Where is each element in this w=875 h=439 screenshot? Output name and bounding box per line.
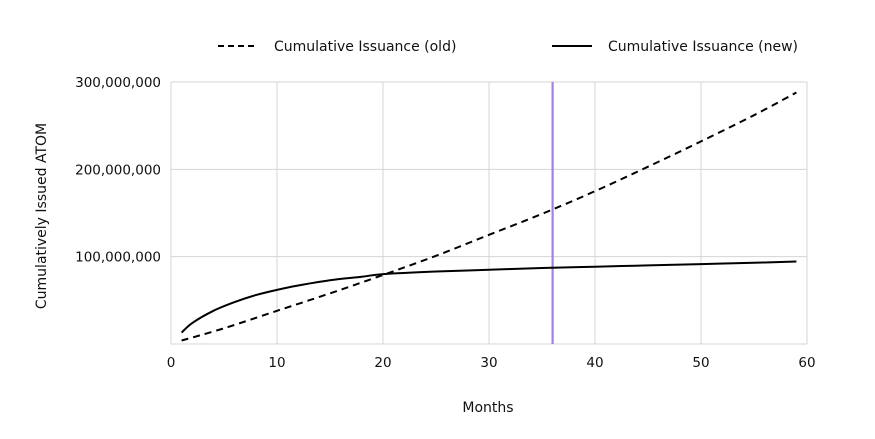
x-tick-label: 0 [167, 355, 176, 371]
series-line-new [180, 260, 797, 334]
tick-labels: 0 10 20 30 40 50 60 100,000,000 200,000,000 300,0… [75, 75, 815, 371]
series-lines [180, 91, 797, 342]
legend: Cumulative Issuance (old) Cumulative Issu… [218, 39, 798, 55]
x-axis-title: Months [462, 400, 513, 416]
x-tick-label: 40 [586, 355, 603, 371]
y-axis-title: Cumulatively Issued ATOM [34, 123, 50, 309]
y-tick-label: 100,000,000 [75, 250, 161, 266]
gridlines [170, 81, 808, 345]
x-tick-label: 20 [374, 355, 391, 371]
legend-label: Cumulative Issuance (old) [274, 39, 456, 55]
legend-label: Cumulative Issuance (new) [608, 39, 798, 55]
x-tick-label: 30 [480, 355, 497, 371]
y-tick-label: 300,000,000 [75, 75, 161, 91]
x-tick-label: 50 [692, 355, 709, 371]
y-tick-label: 200,000,000 [75, 162, 161, 178]
x-tick-label: 60 [798, 355, 815, 371]
series-line-old [181, 91, 797, 342]
x-tick-label: 10 [268, 355, 285, 371]
